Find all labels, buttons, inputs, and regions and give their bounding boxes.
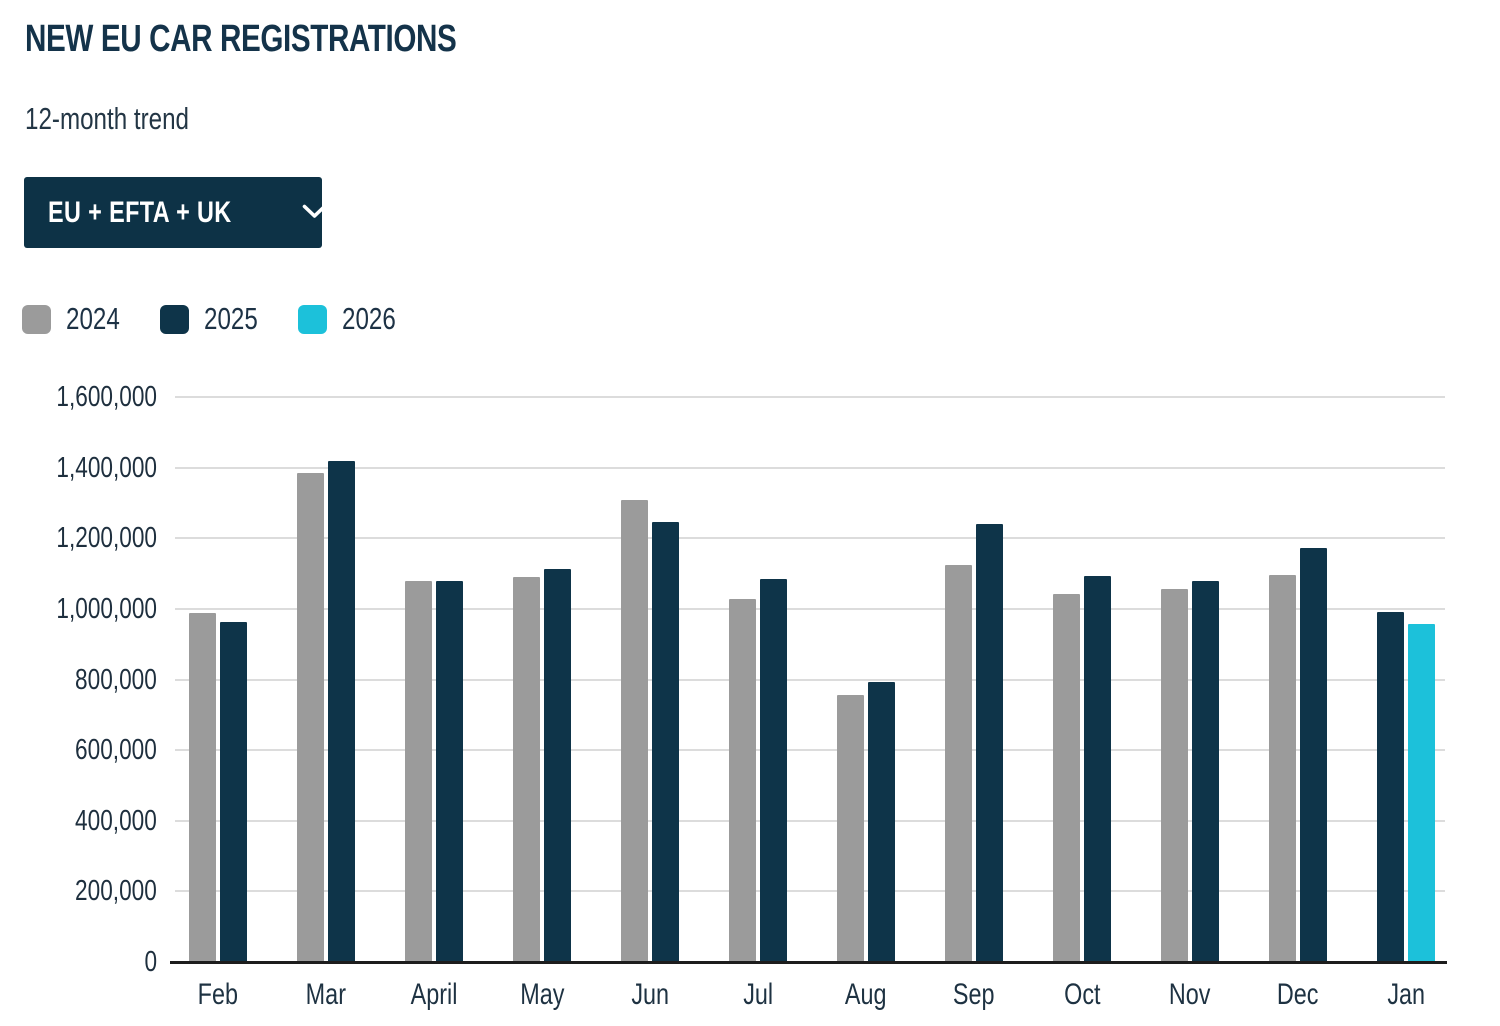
subtitle-text: 12-month trend xyxy=(25,101,189,136)
bar-Mar-2024[interactable] xyxy=(297,472,324,962)
x-axis-label-mar: Mar xyxy=(305,978,347,1011)
y-axis-tick-label-600000: 600,000 xyxy=(75,734,157,767)
region-dropdown[interactable]: EU + EFTA + UK xyxy=(24,177,327,248)
x-axis-label-jul: Jul xyxy=(743,978,773,1011)
x-axis-label-may: May xyxy=(519,978,565,1011)
y-axis-tick-label-1400000: 1,400,000 xyxy=(56,451,157,484)
bar-Feb-2025[interactable] xyxy=(220,621,247,962)
bar-Jan-2026[interactable] xyxy=(1408,624,1435,962)
legend-swatch-2024 xyxy=(22,304,51,334)
gridline-1600000 xyxy=(175,396,1445,398)
legend-swatch-2026 xyxy=(297,304,327,334)
bar-Sep-2024[interactable] xyxy=(945,565,972,962)
bar-Oct-2024[interactable] xyxy=(1053,594,1080,962)
x-axis-line xyxy=(170,961,1447,964)
y-axis-tick-label-0: 0 xyxy=(144,946,157,978)
legend-label-2025: 2025 xyxy=(203,301,258,336)
page-title-text: NEW EU CAR REGISTRATIONS xyxy=(25,18,457,60)
bar-Sep-2025[interactable] xyxy=(976,524,1003,962)
x-axis-label-feb: Feb xyxy=(197,978,239,1011)
region-dropdown-value: EU + EFTA + UK xyxy=(48,195,232,229)
bar-Dec-2025[interactable] xyxy=(1300,547,1327,962)
bar-May-2024[interactable] xyxy=(513,576,540,962)
bar-Nov-2024[interactable] xyxy=(1161,589,1188,962)
bar-Oct-2025[interactable] xyxy=(1084,575,1111,962)
page-title: NEW EU CAR REGISTRATIONS xyxy=(25,18,578,61)
legend-item-2024[interactable]: 2024 xyxy=(22,301,135,337)
gridline-800000 xyxy=(175,678,1445,681)
x-axis-label-april: April xyxy=(410,978,458,1011)
legend-swatch-2025 xyxy=(159,304,189,334)
x-axis-label-nov: Nov xyxy=(1169,978,1211,1011)
bar-Jul-2025[interactable] xyxy=(760,578,787,962)
bar-Nov-2025[interactable] xyxy=(1192,580,1219,962)
bar-Jul-2024[interactable] xyxy=(729,598,756,962)
x-axis-label-jun: Jun xyxy=(631,978,669,1011)
gridline-600000 xyxy=(175,749,1445,752)
y-axis-tick-label-1000000: 1,000,000 xyxy=(56,592,157,625)
bar-Dec-2024[interactable] xyxy=(1269,574,1296,962)
subtitle: 12-month trend xyxy=(25,101,235,137)
y-axis-tick-label-200000: 200,000 xyxy=(75,875,157,908)
legend-item-2026[interactable]: 2026 xyxy=(297,301,411,337)
bar-Aug-2024[interactable] xyxy=(837,694,864,962)
bar-Aug-2025[interactable] xyxy=(868,682,895,962)
gridline-400000 xyxy=(175,819,1445,822)
bar-May-2025[interactable] xyxy=(544,569,571,962)
x-axis-label-sep: Sep xyxy=(953,978,995,1011)
gridline-1000000 xyxy=(175,607,1445,610)
legend-item-2025[interactable]: 2025 xyxy=(159,301,273,337)
x-axis-label-jan: Jan xyxy=(1387,978,1425,1011)
x-axis-label-aug: Aug xyxy=(845,978,887,1011)
legend-label-2026: 2026 xyxy=(341,301,396,336)
y-axis-tick-label-400000: 400,000 xyxy=(75,804,157,837)
chevron-down-icon xyxy=(301,203,328,223)
y-axis-tick-label-1600000: 1,600,000 xyxy=(56,381,157,413)
bar-April-2024[interactable] xyxy=(405,580,432,962)
y-axis-tick-label-800000: 800,000 xyxy=(75,663,157,696)
gridline-1400000 xyxy=(175,466,1445,469)
bar-Mar-2025[interactable] xyxy=(328,460,355,962)
gridline-1200000 xyxy=(175,537,1445,540)
y-axis-tick-label-1200000: 1,200,000 xyxy=(56,522,157,555)
gridline-200000 xyxy=(175,890,1445,893)
chart-legend: 2024 2025 2026 xyxy=(22,301,411,337)
bar-Jun-2024[interactable] xyxy=(621,500,648,962)
bar-April-2025[interactable] xyxy=(436,581,463,962)
x-axis-label-oct: Oct xyxy=(1063,978,1101,1011)
bar-Jun-2025[interactable] xyxy=(652,522,679,962)
bar-Jan-2025[interactable] xyxy=(1377,612,1404,962)
x-axis-label-dec: Dec xyxy=(1277,978,1319,1011)
bar-Feb-2024[interactable] xyxy=(189,612,216,962)
legend-label-2024: 2024 xyxy=(66,301,120,336)
